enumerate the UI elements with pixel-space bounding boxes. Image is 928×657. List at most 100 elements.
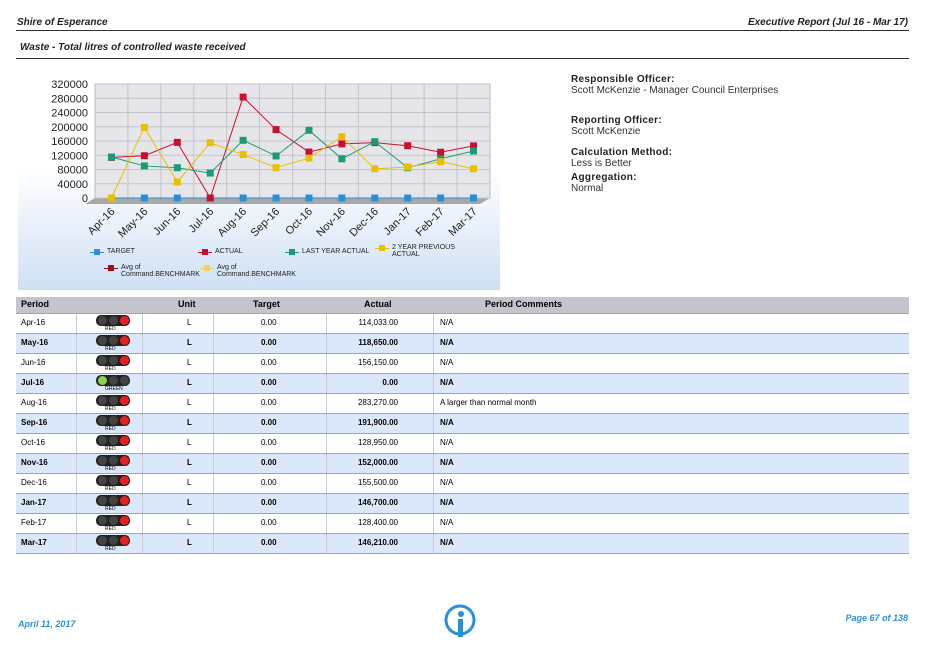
lamp: [120, 416, 129, 425]
legend-label: Avg of Command.BENCHMARK: [121, 264, 200, 278]
point: [404, 163, 412, 171]
legend-label: ACTUAL: [215, 248, 243, 255]
status-label: RED: [105, 446, 116, 452]
actual: 128,400.00: [357, 518, 398, 527]
target: 0.00: [261, 438, 277, 447]
point: [239, 93, 247, 101]
column-header: Period Comments: [485, 299, 563, 309]
point: [437, 194, 445, 202]
cell-border: [142, 514, 143, 533]
status-light: [96, 335, 130, 346]
cell-border: [76, 394, 77, 413]
lamp: [120, 336, 129, 345]
point: [272, 194, 280, 202]
period: Jul-16: [21, 378, 45, 387]
point: [239, 151, 247, 159]
cell-border: [433, 334, 434, 353]
legend-marker: [94, 249, 100, 255]
comment: N/A: [440, 358, 454, 367]
point: [239, 194, 247, 202]
table-row: Aug-16 RED L 0.00 283,270.00 A larger than no…: [16, 394, 909, 414]
status-label: GREEN: [105, 386, 123, 392]
actual: 283,270.00: [357, 398, 398, 407]
point: [371, 138, 379, 146]
comment: N/A: [440, 318, 454, 327]
status-label: RED: [105, 526, 116, 532]
status-light: [96, 455, 130, 466]
legend-label: Avg of Command.BENCHMARK: [217, 264, 296, 278]
logo: [444, 604, 476, 637]
comment: N/A: [440, 418, 454, 427]
lamp: [98, 516, 107, 525]
point: [338, 140, 346, 148]
point: [437, 148, 445, 156]
unit: L: [187, 518, 192, 527]
actual: 0.00: [382, 378, 398, 387]
target: 0.00: [261, 458, 277, 467]
column-header: Actual: [364, 299, 392, 309]
unit: L: [187, 318, 192, 327]
cell-border: [76, 494, 77, 513]
lamp: [120, 316, 129, 325]
lamp: [120, 436, 129, 445]
comment: N/A: [440, 498, 454, 507]
period: Aug-16: [21, 398, 47, 407]
point: [371, 194, 379, 202]
lamp: [98, 536, 107, 545]
cell-border: [76, 314, 77, 333]
y-tick-label: 160000: [51, 136, 88, 148]
cell-border: [326, 354, 327, 373]
point: [338, 194, 346, 202]
cell-border: [213, 514, 214, 533]
lamp: [120, 536, 129, 545]
lamp: [120, 496, 129, 505]
table-row: Feb-17 RED L 0.00 128,400.00 N/A: [16, 514, 909, 534]
cell-border: [326, 494, 327, 513]
cell-border: [433, 494, 434, 513]
legend-marker: [202, 249, 208, 255]
cell-border: [433, 534, 434, 553]
legend-item: ACTUAL: [198, 248, 288, 255]
target: 0.00: [261, 358, 277, 367]
status-label: RED: [105, 546, 116, 552]
cell-border: [142, 394, 143, 413]
point: [107, 194, 115, 202]
legend-label: TARGET: [107, 248, 135, 255]
cell-border: [76, 374, 77, 393]
actual: 146,210.00: [357, 538, 398, 547]
actual: 156,150.00: [357, 358, 398, 367]
cell-border: [326, 394, 327, 413]
point: [173, 178, 181, 186]
legend-swatch: [200, 265, 214, 271]
legend-item: Avg of Command.BENCHMARK: [104, 264, 200, 278]
cell-border: [213, 334, 214, 353]
unit: L: [187, 378, 192, 387]
lamp: [98, 476, 107, 485]
y-tick-label: 200000: [51, 122, 88, 134]
cell-border: [142, 474, 143, 493]
comment: A larger than normal month: [440, 398, 537, 407]
point: [470, 165, 478, 173]
info: Responsible Officer: Scott McKenzie - Ma…: [571, 74, 778, 194]
lamp: [98, 316, 107, 325]
actual: 128,950.00: [357, 438, 398, 447]
unit: L: [187, 538, 192, 547]
comment: N/A: [440, 338, 454, 347]
cell-border: [326, 334, 327, 353]
cell-border: [76, 354, 77, 373]
y-tick-label: 280000: [51, 93, 88, 105]
info-value: Less is Better: [571, 158, 632, 169]
legend-swatch: [90, 249, 104, 255]
lamp: [109, 356, 118, 365]
cell-border: [213, 474, 214, 493]
point: [470, 194, 478, 202]
lamp: [109, 336, 118, 345]
status-label: RED: [105, 326, 116, 332]
cell-border: [142, 494, 143, 513]
info-value: Scott McKenzie: [571, 126, 641, 137]
legend-marker: [379, 245, 385, 251]
lamp: [109, 516, 118, 525]
comment: N/A: [440, 518, 454, 527]
target: 0.00: [261, 518, 277, 527]
info-label: Responsible Officer:: [571, 74, 675, 85]
